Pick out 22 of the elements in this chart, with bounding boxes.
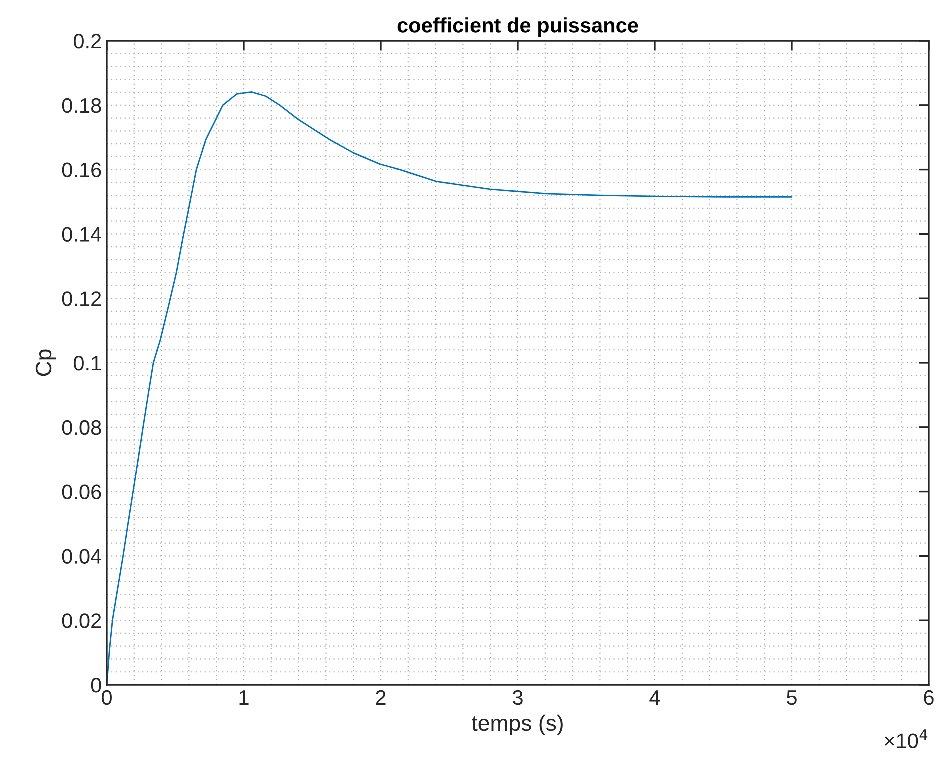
y-tick-label: 0.12 bbox=[62, 292, 102, 306]
x-tick-label: 4 bbox=[650, 690, 660, 705]
y-tick-label: 0.06 bbox=[62, 484, 102, 500]
x-tick-label: 3 bbox=[513, 690, 523, 706]
x-tick-label: 0 bbox=[102, 690, 112, 706]
y-tick-label: 0.02 bbox=[62, 614, 102, 628]
x-tick-label: 2 bbox=[376, 690, 386, 705]
x-tick-label: 1 bbox=[240, 690, 249, 705]
x-tick-label: 6 bbox=[924, 690, 934, 706]
chart-title: coefficient de puissance bbox=[398, 18, 638, 37]
y-tick-label: 0.08 bbox=[62, 420, 102, 436]
y-tick-label: 0.18 bbox=[62, 98, 102, 114]
y-tick-label: 0 bbox=[91, 678, 102, 693]
y-axis-title: Cp bbox=[36, 350, 56, 376]
y-tick-label: 0.1 bbox=[74, 356, 102, 371]
y-tick-label: 0.2 bbox=[74, 34, 102, 49]
x-tick-label: 5 bbox=[787, 690, 797, 706]
text: ×10$^{4}$ bbox=[885, 730, 928, 748]
y-tick-label: 0.04 bbox=[62, 549, 102, 564]
y-tick-label: 0.16 bbox=[62, 162, 102, 178]
y-tick-label: 0.14 bbox=[62, 227, 102, 242]
x-axis-title: temps (s) bbox=[472, 714, 563, 736]
